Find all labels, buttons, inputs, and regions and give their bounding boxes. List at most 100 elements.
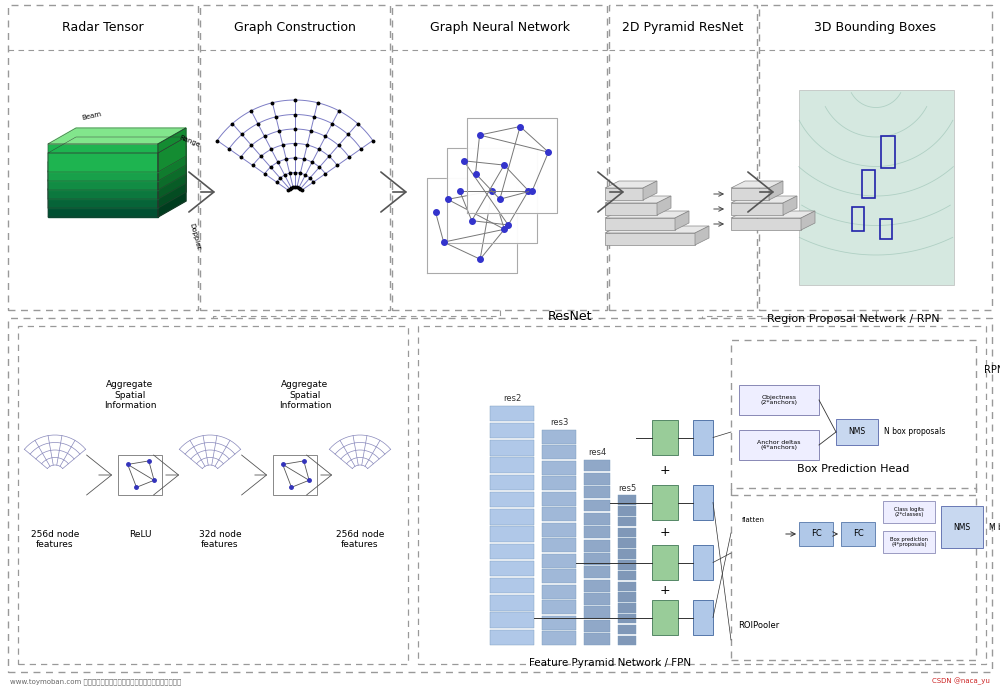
Polygon shape bbox=[584, 513, 610, 525]
Text: M boxes: M boxes bbox=[989, 522, 1000, 531]
Polygon shape bbox=[618, 560, 636, 569]
Polygon shape bbox=[542, 600, 576, 614]
Polygon shape bbox=[584, 580, 610, 591]
Polygon shape bbox=[118, 455, 162, 495]
Polygon shape bbox=[490, 526, 534, 542]
Polygon shape bbox=[490, 406, 534, 421]
Polygon shape bbox=[618, 528, 636, 537]
Text: Doppler: Doppler bbox=[188, 222, 201, 250]
Text: Aggregate
Spatial
Information: Aggregate Spatial Information bbox=[104, 380, 156, 410]
Polygon shape bbox=[652, 420, 678, 455]
Polygon shape bbox=[652, 600, 678, 635]
Polygon shape bbox=[584, 526, 610, 538]
Polygon shape bbox=[584, 473, 610, 484]
Polygon shape bbox=[158, 155, 186, 199]
Polygon shape bbox=[490, 613, 534, 628]
Text: 2D Pyramid ResNet: 2D Pyramid ResNet bbox=[622, 21, 744, 34]
Polygon shape bbox=[618, 549, 636, 559]
Polygon shape bbox=[605, 188, 643, 200]
Text: +: + bbox=[660, 584, 670, 596]
Polygon shape bbox=[731, 188, 769, 200]
Polygon shape bbox=[48, 180, 158, 208]
Polygon shape bbox=[48, 153, 158, 181]
Text: ROIPooler: ROIPooler bbox=[738, 620, 780, 629]
Polygon shape bbox=[769, 181, 783, 200]
Polygon shape bbox=[490, 561, 534, 576]
Polygon shape bbox=[542, 476, 576, 490]
Text: +: + bbox=[660, 526, 670, 539]
Text: www.toymoban.com 网络图片仅供展示，非存储，如有侵权请联系删除。: www.toymoban.com 网络图片仅供展示，非存储，如有侵权请联系删除。 bbox=[10, 678, 181, 685]
Polygon shape bbox=[605, 196, 671, 203]
Polygon shape bbox=[675, 211, 689, 230]
Text: +: + bbox=[660, 464, 670, 477]
Polygon shape bbox=[731, 218, 801, 230]
Text: 256d node
features: 256d node features bbox=[336, 530, 384, 549]
Polygon shape bbox=[695, 226, 709, 245]
Polygon shape bbox=[273, 455, 317, 495]
Polygon shape bbox=[490, 595, 534, 611]
Polygon shape bbox=[542, 523, 576, 537]
Text: Box Prediction Head: Box Prediction Head bbox=[797, 464, 910, 474]
Text: Region Proposal Network / RPN: Region Proposal Network / RPN bbox=[767, 314, 940, 324]
Polygon shape bbox=[941, 506, 983, 548]
Text: ReLU: ReLU bbox=[129, 530, 151, 539]
Polygon shape bbox=[584, 633, 610, 645]
Polygon shape bbox=[731, 211, 815, 218]
Polygon shape bbox=[490, 440, 534, 455]
Polygon shape bbox=[542, 461, 576, 475]
Polygon shape bbox=[467, 117, 557, 213]
Polygon shape bbox=[48, 189, 158, 217]
Polygon shape bbox=[158, 128, 186, 172]
Polygon shape bbox=[605, 233, 695, 245]
Polygon shape bbox=[584, 593, 610, 605]
Polygon shape bbox=[801, 211, 815, 230]
Polygon shape bbox=[652, 485, 678, 520]
Polygon shape bbox=[542, 615, 576, 629]
Polygon shape bbox=[490, 492, 534, 507]
Polygon shape bbox=[731, 181, 783, 188]
Text: Aggregate
Spatial
Information: Aggregate Spatial Information bbox=[279, 380, 331, 410]
Polygon shape bbox=[158, 164, 186, 208]
Polygon shape bbox=[48, 128, 186, 144]
Polygon shape bbox=[618, 582, 636, 591]
Polygon shape bbox=[584, 486, 610, 498]
Polygon shape bbox=[542, 492, 576, 506]
Text: Anchor deltas
(4*anchors): Anchor deltas (4*anchors) bbox=[757, 440, 801, 451]
Polygon shape bbox=[158, 137, 186, 181]
Polygon shape bbox=[731, 196, 797, 203]
Polygon shape bbox=[48, 162, 158, 190]
Polygon shape bbox=[643, 181, 657, 200]
Polygon shape bbox=[158, 146, 186, 190]
Text: Class logits
(2*classes): Class logits (2*classes) bbox=[894, 506, 924, 518]
Polygon shape bbox=[542, 631, 576, 645]
Polygon shape bbox=[490, 544, 534, 559]
Text: 256d node
features: 256d node features bbox=[31, 530, 79, 549]
Polygon shape bbox=[48, 146, 186, 162]
Polygon shape bbox=[883, 531, 935, 553]
Polygon shape bbox=[542, 445, 576, 459]
Text: NMS: NMS bbox=[848, 428, 866, 437]
Polygon shape bbox=[739, 430, 819, 460]
Polygon shape bbox=[542, 538, 576, 552]
Polygon shape bbox=[584, 566, 610, 578]
Text: Radar Tensor: Radar Tensor bbox=[62, 21, 144, 34]
Text: FC: FC bbox=[853, 529, 863, 538]
Polygon shape bbox=[618, 506, 636, 515]
Text: 32d node
features: 32d node features bbox=[199, 530, 241, 549]
Polygon shape bbox=[652, 545, 678, 580]
Polygon shape bbox=[584, 540, 610, 551]
Polygon shape bbox=[841, 522, 875, 546]
Polygon shape bbox=[447, 148, 537, 242]
Text: res3: res3 bbox=[550, 418, 568, 427]
Polygon shape bbox=[618, 571, 636, 580]
Polygon shape bbox=[618, 517, 636, 526]
Polygon shape bbox=[605, 181, 657, 188]
Polygon shape bbox=[490, 475, 534, 490]
Polygon shape bbox=[618, 603, 636, 613]
Text: res4: res4 bbox=[588, 448, 606, 457]
Polygon shape bbox=[605, 211, 689, 218]
Polygon shape bbox=[490, 423, 534, 438]
Text: res5: res5 bbox=[618, 484, 636, 493]
Polygon shape bbox=[542, 569, 576, 583]
Polygon shape bbox=[542, 553, 576, 567]
